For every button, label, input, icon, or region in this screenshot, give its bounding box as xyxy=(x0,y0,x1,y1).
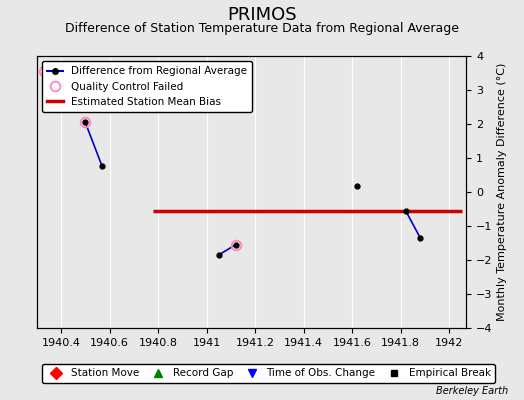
Text: Difference of Station Temperature Data from Regional Average: Difference of Station Temperature Data f… xyxy=(65,22,459,35)
Legend: Station Move, Record Gap, Time of Obs. Change, Empirical Break: Station Move, Record Gap, Time of Obs. C… xyxy=(42,364,495,383)
Text: PRIMOS: PRIMOS xyxy=(227,6,297,24)
Text: Berkeley Earth: Berkeley Earth xyxy=(436,386,508,396)
Y-axis label: Monthly Temperature Anomaly Difference (°C): Monthly Temperature Anomaly Difference (… xyxy=(497,63,507,321)
